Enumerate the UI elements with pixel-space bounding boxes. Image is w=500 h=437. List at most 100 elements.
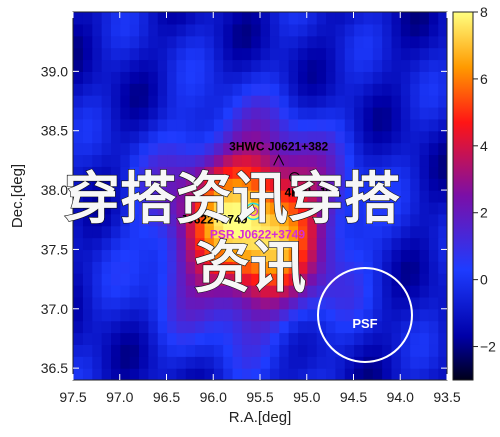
heatmap-cell: [82, 201, 93, 215]
heatmap-cell: [241, 368, 252, 380]
heatmap-cell: [288, 83, 298, 96]
heatmap-cell: [288, 296, 298, 310]
heatmap-cell: [353, 237, 364, 251]
source-label: PSR J0622+3749: [210, 227, 305, 241]
heatmap-cell: [241, 47, 252, 61]
heatmap-cell: [418, 344, 429, 357]
heatmap-cell: [231, 142, 242, 156]
heatmap-cell: [325, 296, 336, 310]
heatmap-cell: [428, 296, 439, 310]
heatmap-cell: [231, 368, 242, 380]
heatmap-cell: [269, 47, 280, 61]
heatmap-cell: [91, 368, 102, 380]
heatmap-cell: [203, 166, 214, 179]
heatmap-cell: [297, 23, 308, 37]
heatmap-cell: [400, 201, 411, 215]
heatmap-cell: [297, 237, 308, 251]
heatmap-cell: [194, 285, 205, 298]
heatmap-cell: [175, 23, 186, 37]
heatmap-cell: [91, 154, 102, 167]
heatmap-cell: [344, 154, 355, 167]
heatmap-cell: [129, 130, 140, 144]
heatmap-cell: [409, 273, 420, 286]
heatmap-cell: [325, 225, 336, 239]
heatmap-cell: [288, 356, 298, 369]
heatmap-cell: [185, 59, 196, 72]
heatmap-cell: [203, 308, 214, 322]
heatmap-cell: [250, 368, 261, 380]
heatmap-cell: [297, 201, 308, 215]
heatmap-cell: [241, 285, 252, 298]
heatmap-cell: [166, 261, 177, 274]
heatmap-cell: [175, 296, 186, 310]
heatmap-cell: [400, 249, 411, 262]
heatmap-cell: [157, 71, 168, 84]
heatmap-cell: [390, 356, 401, 369]
heatmap-cell: [400, 237, 411, 251]
heatmap-cell: [437, 308, 447, 322]
heatmap-cell: [306, 249, 317, 262]
heatmap-cell: [306, 130, 317, 144]
heatmap-cell: [203, 332, 214, 345]
heatmap-cell: [437, 225, 447, 239]
heatmap-cell: [325, 201, 336, 215]
heatmap-cell: [418, 35, 429, 49]
heatmap-cell: [194, 356, 205, 369]
heatmap-cell: [260, 308, 270, 322]
heatmap-cell: [250, 118, 261, 132]
heatmap-cell: [241, 154, 252, 167]
heatmap-cell: [437, 166, 447, 179]
heatmap-cell: [185, 368, 196, 380]
heatmap-cell: [82, 154, 93, 167]
heatmap-cell: [437, 285, 447, 298]
heatmap-cell: [390, 83, 401, 96]
heatmap-cell: [250, 71, 261, 84]
heatmap-cell: [175, 71, 186, 84]
heatmap-cell: [278, 106, 289, 120]
heatmap-cell: [138, 308, 149, 322]
heatmap-cell: [91, 118, 102, 132]
colorbar-axis: 8 6 4 2 0 −2: [473, 4, 496, 355]
heatmap-cell: [73, 166, 83, 179]
heatmap-cell: [409, 178, 420, 191]
heatmap-cell: [213, 71, 224, 84]
heatmap-cell: [334, 47, 345, 61]
heatmap-cell: [203, 118, 214, 132]
heatmap-cell: [372, 106, 383, 120]
heatmap-cell: [157, 237, 168, 251]
heatmap-cell: [269, 273, 280, 286]
heatmap-cell: [175, 261, 186, 274]
heatmap-cell: [381, 249, 392, 262]
heatmap-cell: [222, 296, 233, 310]
heatmap-cell: [222, 106, 233, 120]
heatmap-cell: [138, 83, 149, 96]
heatmap-cell: [362, 201, 373, 215]
heatmap-cell: [428, 83, 439, 96]
heatmap-cell: [353, 95, 364, 108]
heatmap-cell: [73, 106, 74, 120]
heatmap-cell: [278, 12, 289, 25]
heatmap-cell: [213, 296, 224, 310]
heatmap-cell: [194, 166, 205, 179]
heatmap-cell: [157, 12, 168, 25]
heatmap-cell: [185, 106, 196, 120]
heatmap-cell: [213, 237, 224, 251]
heatmap-cell: [185, 95, 196, 108]
heatmap-cell: [119, 201, 130, 215]
heatmap-cell: [222, 23, 233, 37]
heatmap-cell: [157, 178, 168, 191]
heatmap-cell: [231, 320, 242, 334]
heatmap-cell: [288, 23, 298, 37]
heatmap-cell: [381, 201, 392, 215]
heatmap-cell: [231, 356, 242, 369]
heatmap-cell: [119, 344, 130, 357]
heatmap-cell: [82, 249, 93, 262]
heatmap-cell: [334, 83, 345, 96]
heatmap-cell: [306, 320, 317, 334]
heatmap-cell: [437, 154, 447, 167]
heatmap-cell: [119, 356, 130, 369]
heatmap-cell: [241, 106, 252, 120]
heatmap-cell: [101, 356, 111, 369]
heatmap-cell: [231, 23, 242, 37]
heatmap-cell: [101, 106, 111, 120]
